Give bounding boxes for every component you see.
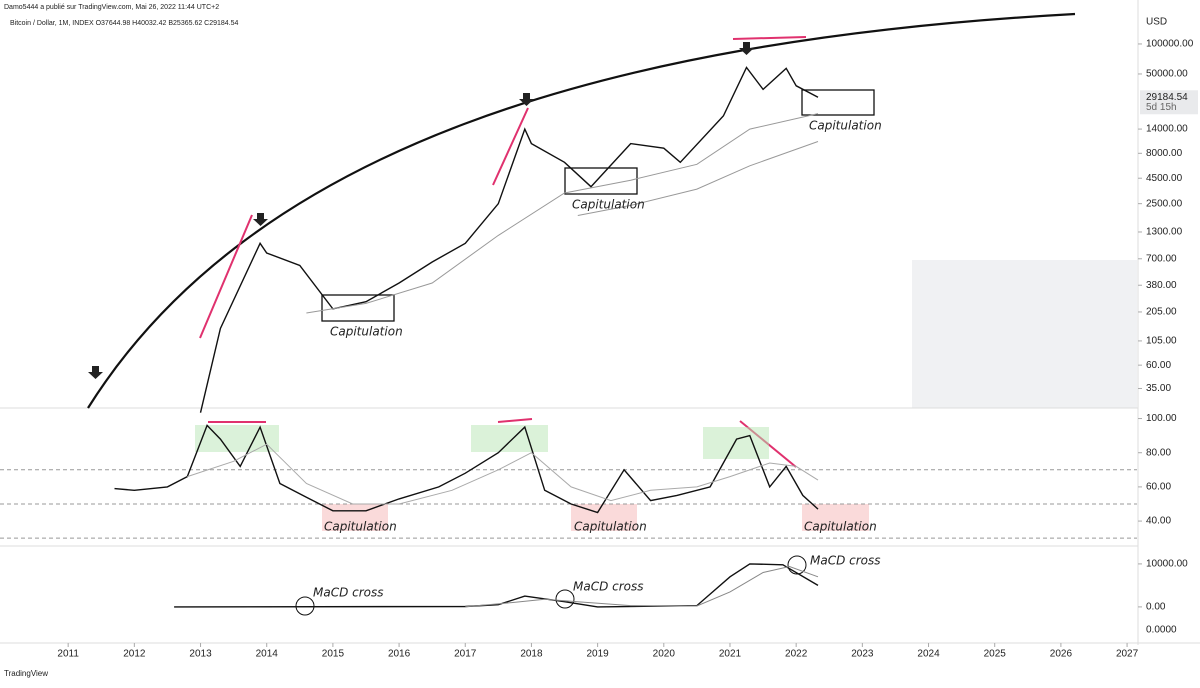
y-tick-label: 60.00	[1146, 482, 1171, 493]
y-tick-label: 380.00	[1146, 280, 1177, 291]
series-line	[199, 66, 819, 413]
publisher: Damo5444 a publié sur TradingView.com, M…	[4, 4, 219, 11]
series-line	[465, 565, 819, 608]
y-tick-label: 205.00	[1146, 307, 1177, 318]
x-tick-label: 2019	[586, 649, 609, 660]
x-tick-label: 2017	[454, 649, 477, 660]
annotation: MaCD cross	[313, 586, 384, 600]
y-tick-label: 80.00	[1146, 447, 1171, 458]
boxes	[321, 89, 875, 322]
price-label: 29184.54	[1146, 92, 1188, 103]
x-tick-label: 2012	[123, 649, 146, 660]
x-tick-label: 2016	[388, 649, 411, 660]
annotation: Capitulation	[804, 520, 877, 534]
x-tick-label: 2015	[322, 649, 345, 660]
arrows	[88, 42, 754, 379]
x-tick-label: 2018	[520, 649, 543, 660]
x-tick-label: 2021	[719, 649, 742, 660]
series-line	[577, 141, 819, 216]
y-tick-label: 100.00	[1146, 413, 1177, 424]
y-tick-label: 0.00	[1146, 602, 1166, 613]
x-tick-label: 2024	[917, 649, 940, 660]
y-tick-label: 50000.00	[1146, 69, 1188, 80]
x-tick-label: 2013	[189, 649, 212, 660]
y-tick-label: 40.00	[1146, 516, 1171, 527]
y-tick-label: 100000.00	[1146, 39, 1194, 50]
x-tick-label: 2020	[653, 649, 676, 660]
series-line	[306, 113, 819, 314]
y-tick-label: 10000.00	[1146, 559, 1188, 570]
y-tick-label: 105.00	[1146, 336, 1177, 347]
x-tick-label: 2011	[57, 649, 79, 660]
annotation: MaCD cross	[810, 554, 881, 568]
x-tick-label: 2025	[984, 649, 1007, 660]
annotation: Capitulation	[330, 325, 403, 339]
hist-label: 0.0000	[1146, 625, 1177, 636]
shaded-area	[912, 260, 1137, 408]
y-tick-label: 14000.00	[1146, 124, 1188, 135]
circles	[295, 555, 807, 616]
currency: USD	[1146, 17, 1167, 28]
annotation: Capitulation	[809, 119, 882, 133]
y-tick-label: 1300.00	[1146, 227, 1183, 238]
footer: TradingView	[4, 669, 48, 678]
pink-lines	[199, 36, 807, 468]
x-tick-label: 2023	[851, 649, 874, 660]
y-tick-label: 700.00	[1146, 253, 1177, 264]
symbol-info: Bitcoin / Dollar, 1M, INDEX O37644.98 H4…	[10, 20, 239, 27]
annotation: MaCD cross	[573, 580, 644, 594]
y-tick-label: 2500.00	[1146, 198, 1183, 209]
zones	[195, 425, 869, 531]
y-tick-label: 4500.00	[1146, 173, 1183, 184]
x-tick-label: 2026	[1050, 649, 1073, 660]
annotation: Capitulation	[324, 520, 397, 534]
series-line	[174, 563, 819, 608]
countdown: 5d 15h	[1146, 102, 1177, 113]
y-tick-label: 35.00	[1146, 383, 1171, 394]
series-line	[187, 443, 819, 505]
series-line	[114, 424, 819, 514]
price-box	[1140, 90, 1198, 115]
x-tick-label: 2014	[256, 649, 279, 660]
y-tick-label: 60.00	[1146, 360, 1171, 371]
trend-arc	[87, 12, 1076, 409]
x-tick-label: 2022	[785, 649, 808, 660]
x-tick-label: 2027	[1116, 649, 1139, 660]
annotation: Capitulation	[574, 520, 647, 534]
annotation: Capitulation	[572, 198, 645, 212]
y-tick-label: 8000.00	[1146, 148, 1183, 159]
